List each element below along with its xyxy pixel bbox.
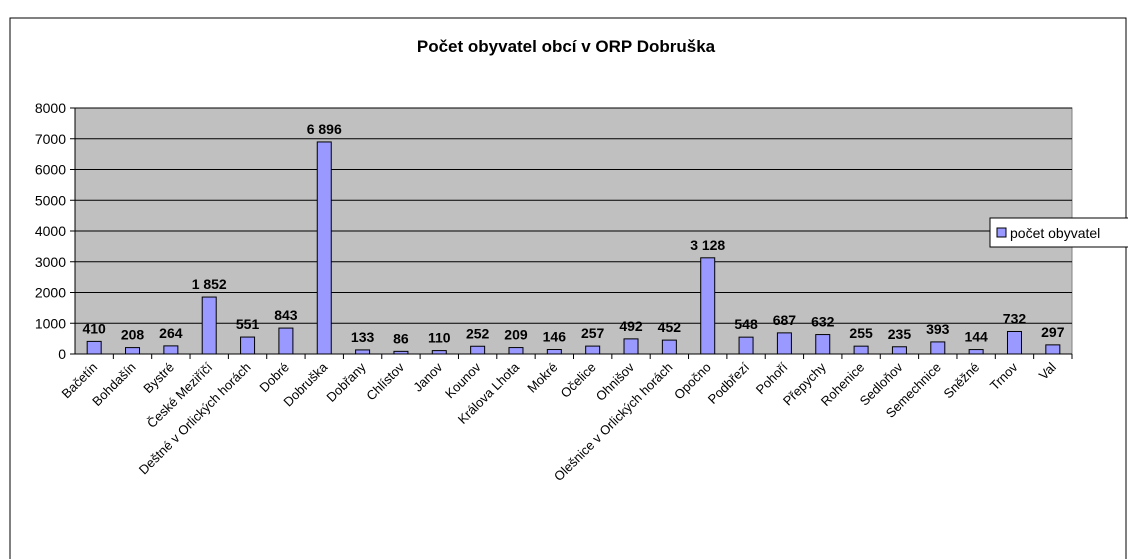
data-label: 393 xyxy=(926,321,950,337)
bar xyxy=(623,338,639,355)
data-label: 257 xyxy=(581,325,605,341)
data-label: 1 852 xyxy=(192,276,227,292)
legend-box xyxy=(989,217,1128,248)
bar xyxy=(278,327,294,355)
bar xyxy=(240,336,256,355)
bar xyxy=(470,345,486,355)
bar xyxy=(853,345,869,355)
bar xyxy=(86,340,102,355)
chart-title: Počet obyvatel obcí v ORP Dobruška xyxy=(417,37,716,56)
bar xyxy=(125,347,141,355)
data-label: 551 xyxy=(236,316,260,332)
bar xyxy=(508,347,524,355)
bar xyxy=(968,349,984,355)
data-label: 548 xyxy=(734,316,758,332)
y-tick-label: 3000 xyxy=(35,254,66,270)
data-label: 252 xyxy=(466,325,490,341)
bar xyxy=(201,296,217,355)
legend-label: počet obyvatel xyxy=(1010,225,1100,241)
data-label: 133 xyxy=(351,329,375,345)
y-tick-label: 1000 xyxy=(35,315,66,331)
data-label: 235 xyxy=(888,326,912,342)
bar xyxy=(393,350,409,355)
data-label: 843 xyxy=(274,307,298,323)
y-tick-label: 8000 xyxy=(35,100,66,116)
data-label: 110 xyxy=(428,330,451,346)
bar xyxy=(546,349,562,355)
data-label: 492 xyxy=(619,318,643,334)
data-label: 264 xyxy=(159,325,183,341)
data-label: 146 xyxy=(543,329,567,345)
data-label: 209 xyxy=(504,327,528,343)
data-label: 732 xyxy=(1003,310,1027,326)
bar xyxy=(163,345,179,355)
y-tick-label: 6000 xyxy=(35,162,66,178)
y-tick-label: 4000 xyxy=(35,223,66,239)
data-label: 86 xyxy=(393,330,409,346)
y-tick-label: 5000 xyxy=(35,192,66,208)
bar xyxy=(1006,330,1022,355)
data-label: 297 xyxy=(1041,324,1065,340)
legend: počet obyvatel xyxy=(989,217,1128,248)
bar xyxy=(776,332,792,355)
y-tick-label: 0 xyxy=(58,346,66,362)
data-label: 632 xyxy=(811,314,835,330)
data-label: 3 128 xyxy=(690,237,725,253)
bar xyxy=(316,141,332,355)
data-label: 255 xyxy=(849,325,873,341)
legend-swatch xyxy=(996,227,1007,238)
bar xyxy=(891,346,907,355)
data-label: 687 xyxy=(773,312,797,328)
bar xyxy=(355,349,371,355)
bar xyxy=(738,336,754,355)
bar xyxy=(815,334,831,355)
y-tick-label: 7000 xyxy=(35,131,66,147)
y-tick-label: 2000 xyxy=(35,285,66,301)
bar xyxy=(585,345,601,355)
bar xyxy=(431,350,447,355)
data-label: 452 xyxy=(658,319,682,335)
data-label: 208 xyxy=(121,327,145,343)
bar xyxy=(930,341,946,355)
bar xyxy=(1045,344,1061,355)
data-label: 6 896 xyxy=(307,121,342,137)
bar xyxy=(661,339,677,355)
bar xyxy=(700,257,716,355)
data-label: 410 xyxy=(82,320,106,336)
data-label: 144 xyxy=(964,329,988,345)
